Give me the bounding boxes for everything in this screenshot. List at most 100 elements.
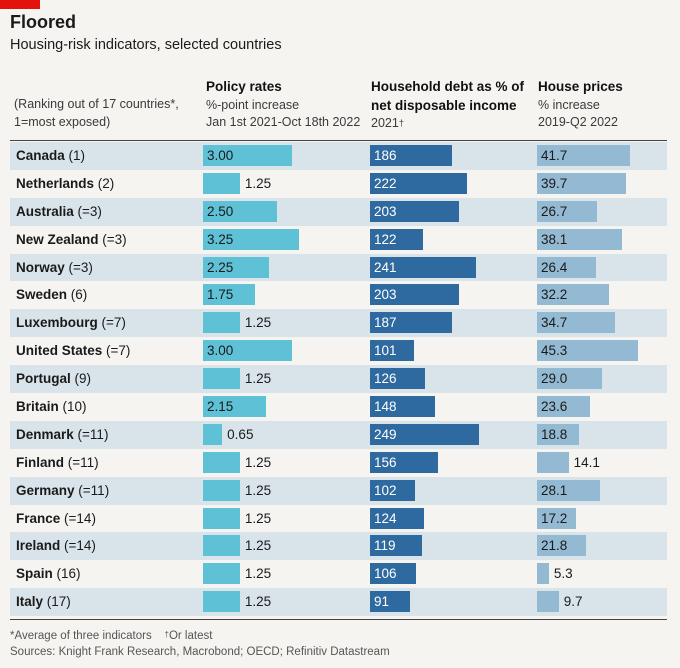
table-row: Netherlands (2) 1.25 222 39.7 — [10, 170, 667, 198]
footnote-or-latest: Or latest — [168, 630, 213, 642]
table-row: Finland (=11) 1.25 156 14.1 — [10, 449, 667, 477]
policy-rate-bar — [203, 396, 267, 418]
country-name: Finland — [16, 454, 64, 470]
country-label: Australia (=3) — [16, 198, 102, 226]
debt-header-title-line2: net disposable income — [371, 97, 517, 113]
policy-rate-value: 3.00 — [207, 343, 234, 359]
country-name: Spain — [16, 566, 53, 582]
country-label: Britain (10) — [16, 393, 87, 421]
country-name: New Zealand — [16, 231, 99, 247]
country-name: Luxembourg — [16, 315, 98, 331]
country-rank: (9) — [74, 371, 92, 387]
household-debt-bar — [370, 368, 426, 390]
country-rank: (=11) — [78, 482, 110, 498]
policy-header-title: Policy rates — [206, 79, 282, 94]
household-debt-bar — [370, 535, 423, 557]
house-price-value: 21.8 — [541, 538, 568, 554]
country-rank: (=3) — [77, 203, 102, 219]
policy-rate-bar — [203, 423, 223, 445]
policy-rate-value: 3.25 — [207, 231, 234, 247]
country-rank: (17) — [46, 594, 71, 610]
country-rank: (=11) — [77, 426, 109, 442]
house-price-value: 9.7 — [563, 594, 583, 610]
policy-column-header: Policy rates %-point increase Jan 1st 20… — [206, 78, 360, 132]
country-name: Denmark — [16, 426, 74, 442]
ranking-note-line2: 1=most exposed) — [14, 114, 111, 129]
house-price-value: 23.6 — [541, 399, 568, 415]
house-price-value: 29.0 — [541, 371, 568, 387]
policy-rate-bar — [203, 507, 240, 529]
household-debt-value: 106 — [374, 566, 397, 582]
house-price-value: 32.2 — [541, 287, 568, 303]
table-row: United States (=7) 3.00 101 45.3 — [10, 337, 667, 365]
ranking-note: (Ranking out of 17 countries*, 1=most ex… — [14, 96, 179, 131]
policy-rate-value: 2.25 — [207, 259, 234, 275]
country-rank: (=3) — [102, 231, 127, 247]
household-debt-bar — [370, 256, 476, 278]
country-rank: (1) — [68, 148, 86, 163]
household-debt-bar — [370, 396, 435, 418]
household-debt-bar — [370, 451, 439, 473]
country-label: Denmark (=11) — [16, 421, 108, 449]
country-rank: (2) — [97, 175, 115, 191]
brand-accent-tab — [0, 0, 40, 9]
table-row: Portugal (9) 1.25 126 29.0 — [10, 365, 667, 394]
house-column-header: House prices % increase 2019-Q2 2022 — [538, 78, 623, 132]
chart-title: Floored — [10, 12, 76, 32]
house-header-line3: 2019-Q2 2022 — [538, 115, 618, 129]
policy-rate-bar — [203, 256, 270, 278]
policy-rate-value: 1.25 — [244, 175, 272, 191]
policy-rate-bar — [203, 340, 292, 362]
country-rank: (=3) — [68, 259, 93, 275]
policy-rate-bar — [203, 563, 240, 585]
house-price-value: 45.3 — [541, 343, 568, 359]
table-row: Norway (=3) 2.25 241 26.4 — [10, 253, 667, 282]
household-debt-value: 101 — [374, 343, 397, 359]
table-row: Britain (10) 2.15 148 23.6 — [10, 393, 667, 421]
house-price-value: 18.8 — [541, 426, 568, 442]
table-row: Canada (1) 3.00 186 41.7 — [10, 142, 667, 170]
house-price-value: 34.7 — [541, 315, 568, 331]
policy-rate-bar — [203, 145, 292, 166]
debt-header-dagger: † — [398, 118, 404, 128]
table-row: New Zealand (=3) 3.25 122 38.1 — [10, 226, 667, 254]
country-rank: (16) — [56, 566, 81, 582]
household-debt-bar — [370, 507, 425, 529]
country-label: Ireland (=14) — [16, 532, 96, 560]
policy-rate-bar — [203, 368, 240, 390]
house-price-bar — [537, 145, 631, 166]
policy-header-line3: Jan 1st 2021-Oct 18th 2022 — [206, 115, 361, 129]
country-name: Norway — [16, 259, 65, 275]
table-row: Spain (16) 1.25 106 5.3 — [10, 560, 667, 588]
household-debt-value: 124 — [374, 510, 397, 526]
country-name: Ireland — [16, 538, 61, 554]
household-debt-bar — [370, 340, 415, 362]
household-debt-value: 203 — [374, 203, 397, 219]
ranking-note-line1: (Ranking out of 17 countries*, — [14, 97, 179, 111]
policy-rate-bar — [203, 535, 240, 557]
country-label: Sweden (6) — [16, 281, 87, 309]
table-row: Italy (17) 1.25 91 9.7 — [10, 588, 667, 617]
household-debt-value: 91 — [374, 594, 390, 610]
policy-rate-value: 2.15 — [207, 399, 234, 415]
household-debt-bar — [370, 145, 452, 166]
policy-rate-value: 1.25 — [244, 510, 272, 526]
policy-header-line2: %-point increase — [206, 97, 300, 112]
household-debt-bar — [370, 591, 410, 613]
household-debt-bar — [370, 172, 468, 194]
country-label: Norway (=3) — [16, 254, 93, 282]
policy-rate-bar — [203, 451, 240, 473]
house-price-value: 38.1 — [541, 231, 568, 247]
house-price-bar — [537, 479, 600, 501]
house-header-line2: % increase — [538, 97, 600, 112]
country-name: Netherlands — [16, 175, 95, 191]
household-debt-bar — [370, 228, 424, 250]
country-label: Italy (17) — [16, 588, 71, 616]
policy-rate-value: 1.25 — [244, 538, 272, 554]
house-price-bar — [537, 423, 580, 445]
household-debt-value: 241 — [374, 259, 397, 275]
household-debt-bar — [370, 312, 452, 334]
country-name: Britain — [16, 399, 59, 415]
footnote: *Average of three indicators †Or latest — [10, 630, 212, 642]
country-label: United States (=7) — [16, 337, 130, 365]
